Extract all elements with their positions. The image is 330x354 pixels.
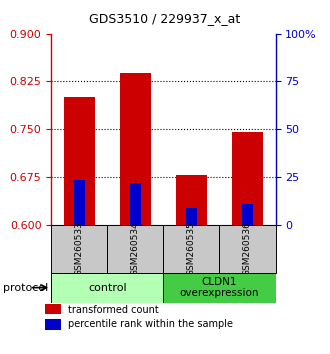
Bar <box>186 208 197 225</box>
Bar <box>163 225 219 273</box>
Text: percentile rank within the sample: percentile rank within the sample <box>68 319 233 330</box>
Bar <box>51 273 163 303</box>
Bar <box>64 97 95 225</box>
Text: GSM260536: GSM260536 <box>243 221 252 276</box>
Text: CLDN1
overexpression: CLDN1 overexpression <box>180 277 259 298</box>
Bar <box>242 204 253 225</box>
Bar <box>176 175 207 225</box>
Bar <box>45 304 61 314</box>
Bar <box>74 179 84 225</box>
Bar <box>107 225 163 273</box>
Text: GSM260533: GSM260533 <box>75 221 84 276</box>
Bar <box>45 319 61 330</box>
Bar <box>219 225 276 273</box>
Text: GSM260534: GSM260534 <box>131 221 140 276</box>
Text: GDS3510 / 229937_x_at: GDS3510 / 229937_x_at <box>89 12 241 25</box>
Bar <box>130 183 141 225</box>
Text: GSM260535: GSM260535 <box>187 221 196 276</box>
Bar <box>51 225 107 273</box>
Bar <box>232 132 263 225</box>
Text: protocol: protocol <box>3 282 49 293</box>
Bar <box>120 73 151 225</box>
Text: control: control <box>88 282 127 293</box>
Text: transformed count: transformed count <box>68 305 158 315</box>
Bar <box>163 273 276 303</box>
